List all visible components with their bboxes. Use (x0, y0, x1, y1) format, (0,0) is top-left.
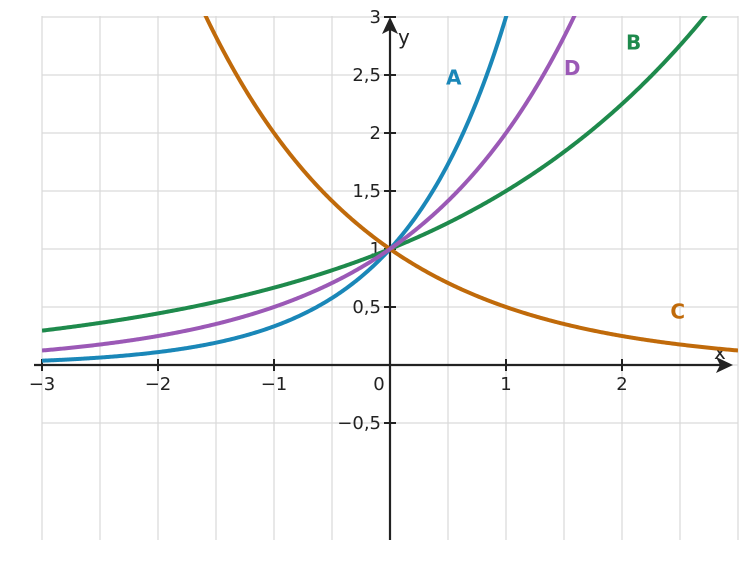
curves (42, 16, 738, 363)
x-axis-arrow (716, 357, 733, 373)
x-tick-label: 2 (616, 374, 627, 395)
curve-label-c: C (670, 300, 685, 324)
curve-label-a: A (446, 65, 462, 89)
y-tick-label: 0,5 (352, 297, 381, 318)
curve-labels: A B C D (446, 30, 685, 323)
y-tick-label: 3 (370, 7, 381, 28)
x-tick-label: 1 (500, 374, 511, 395)
x-tick-label: −3 (29, 374, 56, 395)
y-tick-label: 1 (370, 239, 381, 260)
x-axis-title: x (714, 340, 726, 364)
curve-a (42, 16, 509, 363)
curve-label-b: B (626, 30, 641, 54)
x-tick-label: −1 (261, 374, 288, 395)
curve-d (42, 16, 577, 353)
axes: x y 0 (34, 17, 733, 540)
ticks: −3−2−112−0,50,511,522,533,5 (29, 7, 628, 434)
y-axis-arrow (382, 17, 398, 34)
y-tick-label: 2,5 (352, 65, 381, 86)
x-tick-label: −2 (145, 374, 172, 395)
y-tick-label: −0,5 (337, 413, 381, 434)
curve-c (203, 16, 738, 353)
origin-label: 0 (373, 374, 384, 395)
y-axis-title: y (398, 25, 410, 49)
curve-label-d: D (564, 56, 581, 80)
y-tick-label: 2 (370, 123, 381, 144)
y-tick-label: 1,5 (352, 181, 381, 202)
